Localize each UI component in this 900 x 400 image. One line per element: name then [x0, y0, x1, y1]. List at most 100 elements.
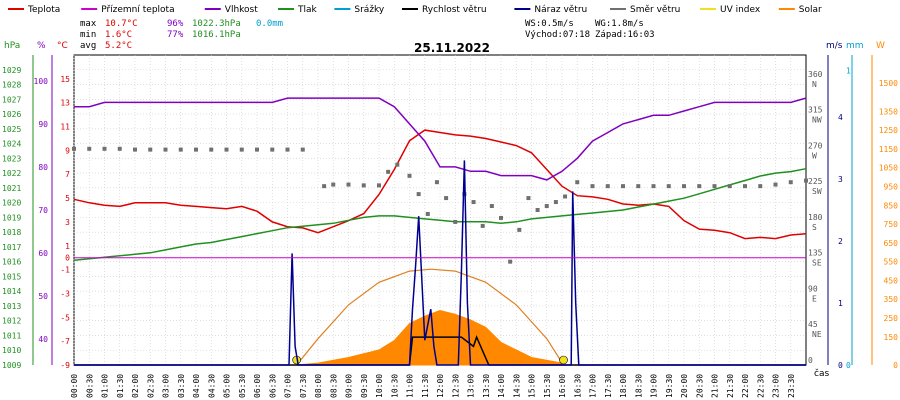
wind-direction-point	[444, 196, 449, 201]
solar-tick: 250	[884, 314, 899, 323]
time-tick: 09:30	[360, 374, 369, 398]
wind-direction-point	[407, 173, 412, 178]
uv-sun-marker	[559, 355, 568, 365]
time-tick: 12:00	[436, 374, 445, 398]
wind-direction-point	[651, 184, 656, 189]
unit-temperature: °C	[57, 41, 68, 51]
solar-tick: 1050	[879, 164, 898, 173]
wind-direction-point	[489, 204, 494, 209]
wind-direction-point	[331, 182, 336, 187]
direction-deg-tick: 90	[808, 284, 818, 293]
wind-direction-point	[300, 147, 305, 152]
direction-deg-tick: 315	[808, 106, 823, 115]
time-tick: 20:00	[680, 374, 689, 398]
rain-tick: 0	[846, 361, 851, 370]
direction-deg-tick: 360	[808, 70, 823, 79]
legend-label: Teplota	[27, 5, 60, 15]
solar-tick: 850	[884, 201, 899, 210]
time-tick: 06:30	[268, 374, 277, 398]
wind-direction-point	[87, 146, 92, 151]
stats-box: max 10.7°C 96% 1022.3hPa 0.0mm min 1.6°C…	[80, 19, 283, 51]
plot-area	[72, 97, 808, 366]
wind-direction-point	[743, 184, 747, 189]
wind-direction-point	[285, 147, 290, 152]
pressure-tick: 1021	[2, 184, 21, 193]
time-tick: 08:00	[314, 374, 323, 398]
legend-label: Přízemní teplota	[101, 5, 174, 15]
wind-direction-point	[148, 147, 153, 152]
left-axes: 1029 1028 1027 1026 1025 1024 1023 1022 1021 1020…	[2, 55, 70, 370]
wind-direction-point	[804, 178, 808, 183]
legend-label: Náraz větru	[534, 5, 587, 15]
wind-direction-point	[535, 208, 540, 212]
legend: Teplota Přízemní teplota Vlhkost Tlak Srážky…	[8, 5, 822, 15]
time-tick: 16:00	[558, 374, 567, 398]
time-tick: 19:00	[650, 374, 659, 398]
time-tick: 22:30	[756, 374, 765, 398]
series-line	[74, 160, 806, 366]
pressure-tick: 1015	[2, 272, 21, 281]
time-tick: 15:00	[528, 374, 537, 398]
temperature-tick: 13	[60, 99, 70, 108]
rain-tick: 1	[846, 67, 851, 76]
time-tick: 11:00	[406, 374, 415, 398]
solar-tick: 150	[884, 333, 899, 342]
direction-deg-tick: 135	[808, 249, 823, 258]
wind-direction-point	[322, 184, 327, 189]
wind-direction-point	[377, 183, 381, 188]
wind-direction-point	[605, 184, 610, 189]
wind-direction-point	[416, 192, 421, 197]
time-tick: 01:30	[116, 374, 125, 398]
wind-direction-point	[682, 184, 686, 189]
direction-label-tick: E	[812, 294, 817, 303]
humidity-tick: 100	[34, 77, 49, 86]
solar-tick: 550	[884, 258, 899, 267]
time-tick: 06:00	[253, 374, 262, 398]
wind-direction-point	[544, 204, 549, 209]
wind-direction-point	[102, 146, 107, 151]
time-tick: 14:00	[497, 374, 506, 398]
unit-time: čas	[814, 368, 829, 379]
wind-speed-tick: 2	[838, 237, 843, 246]
solar-tick: 950	[884, 183, 899, 192]
legend-label: Vlhkost	[225, 5, 258, 15]
pressure-tick: 1013	[2, 302, 21, 311]
wind-direction-point	[386, 169, 391, 174]
wind-direction-point	[178, 147, 183, 152]
wind-direction-point	[471, 200, 476, 205]
wind-speed-tick: 1	[838, 299, 843, 308]
pressure-tick: 1009	[2, 361, 21, 370]
wind-direction-point	[239, 147, 244, 152]
wind-direction-point	[270, 147, 275, 152]
wind-direction-point	[636, 184, 641, 189]
pressure-tick: 1028	[2, 81, 21, 90]
temperature-tick: -3	[60, 289, 70, 298]
wind-direction-point	[117, 146, 122, 151]
wind-direction-point	[434, 180, 439, 185]
stats-min-label: min	[80, 30, 96, 40]
wind-direction-point	[788, 180, 793, 185]
pressure-tick: 1022	[2, 169, 21, 178]
time-tick: 20:30	[695, 374, 704, 398]
stats-max-press: 1022.3hPa	[192, 19, 241, 29]
info-ws: WS:0.5m/s	[525, 19, 574, 29]
pressure-tick: 1025	[2, 125, 21, 134]
solar-tick: 1350	[879, 107, 898, 116]
time-tick: 07:00	[284, 374, 293, 398]
stats-min-hum: 77%	[167, 30, 184, 40]
stats-min-press: 1016.1hPa	[192, 30, 241, 40]
wind-direction-point	[346, 182, 351, 187]
wind-direction-point	[590, 184, 595, 189]
pressure-tick: 1019	[2, 213, 21, 222]
wind-direction-point	[758, 184, 763, 189]
direction-deg-tick: 45	[808, 320, 818, 329]
time-tick: 13:00	[467, 374, 476, 398]
legend-label: Srážky	[354, 5, 385, 15]
time-tick: 04:30	[207, 374, 216, 398]
solar-tick: 350	[884, 295, 899, 304]
wind-direction-point	[163, 147, 168, 152]
legend-label: Směr větru	[630, 5, 680, 15]
time-tick: 08:30	[329, 374, 338, 398]
wind-direction-point	[563, 194, 568, 199]
time-tick: 21:00	[711, 374, 720, 398]
